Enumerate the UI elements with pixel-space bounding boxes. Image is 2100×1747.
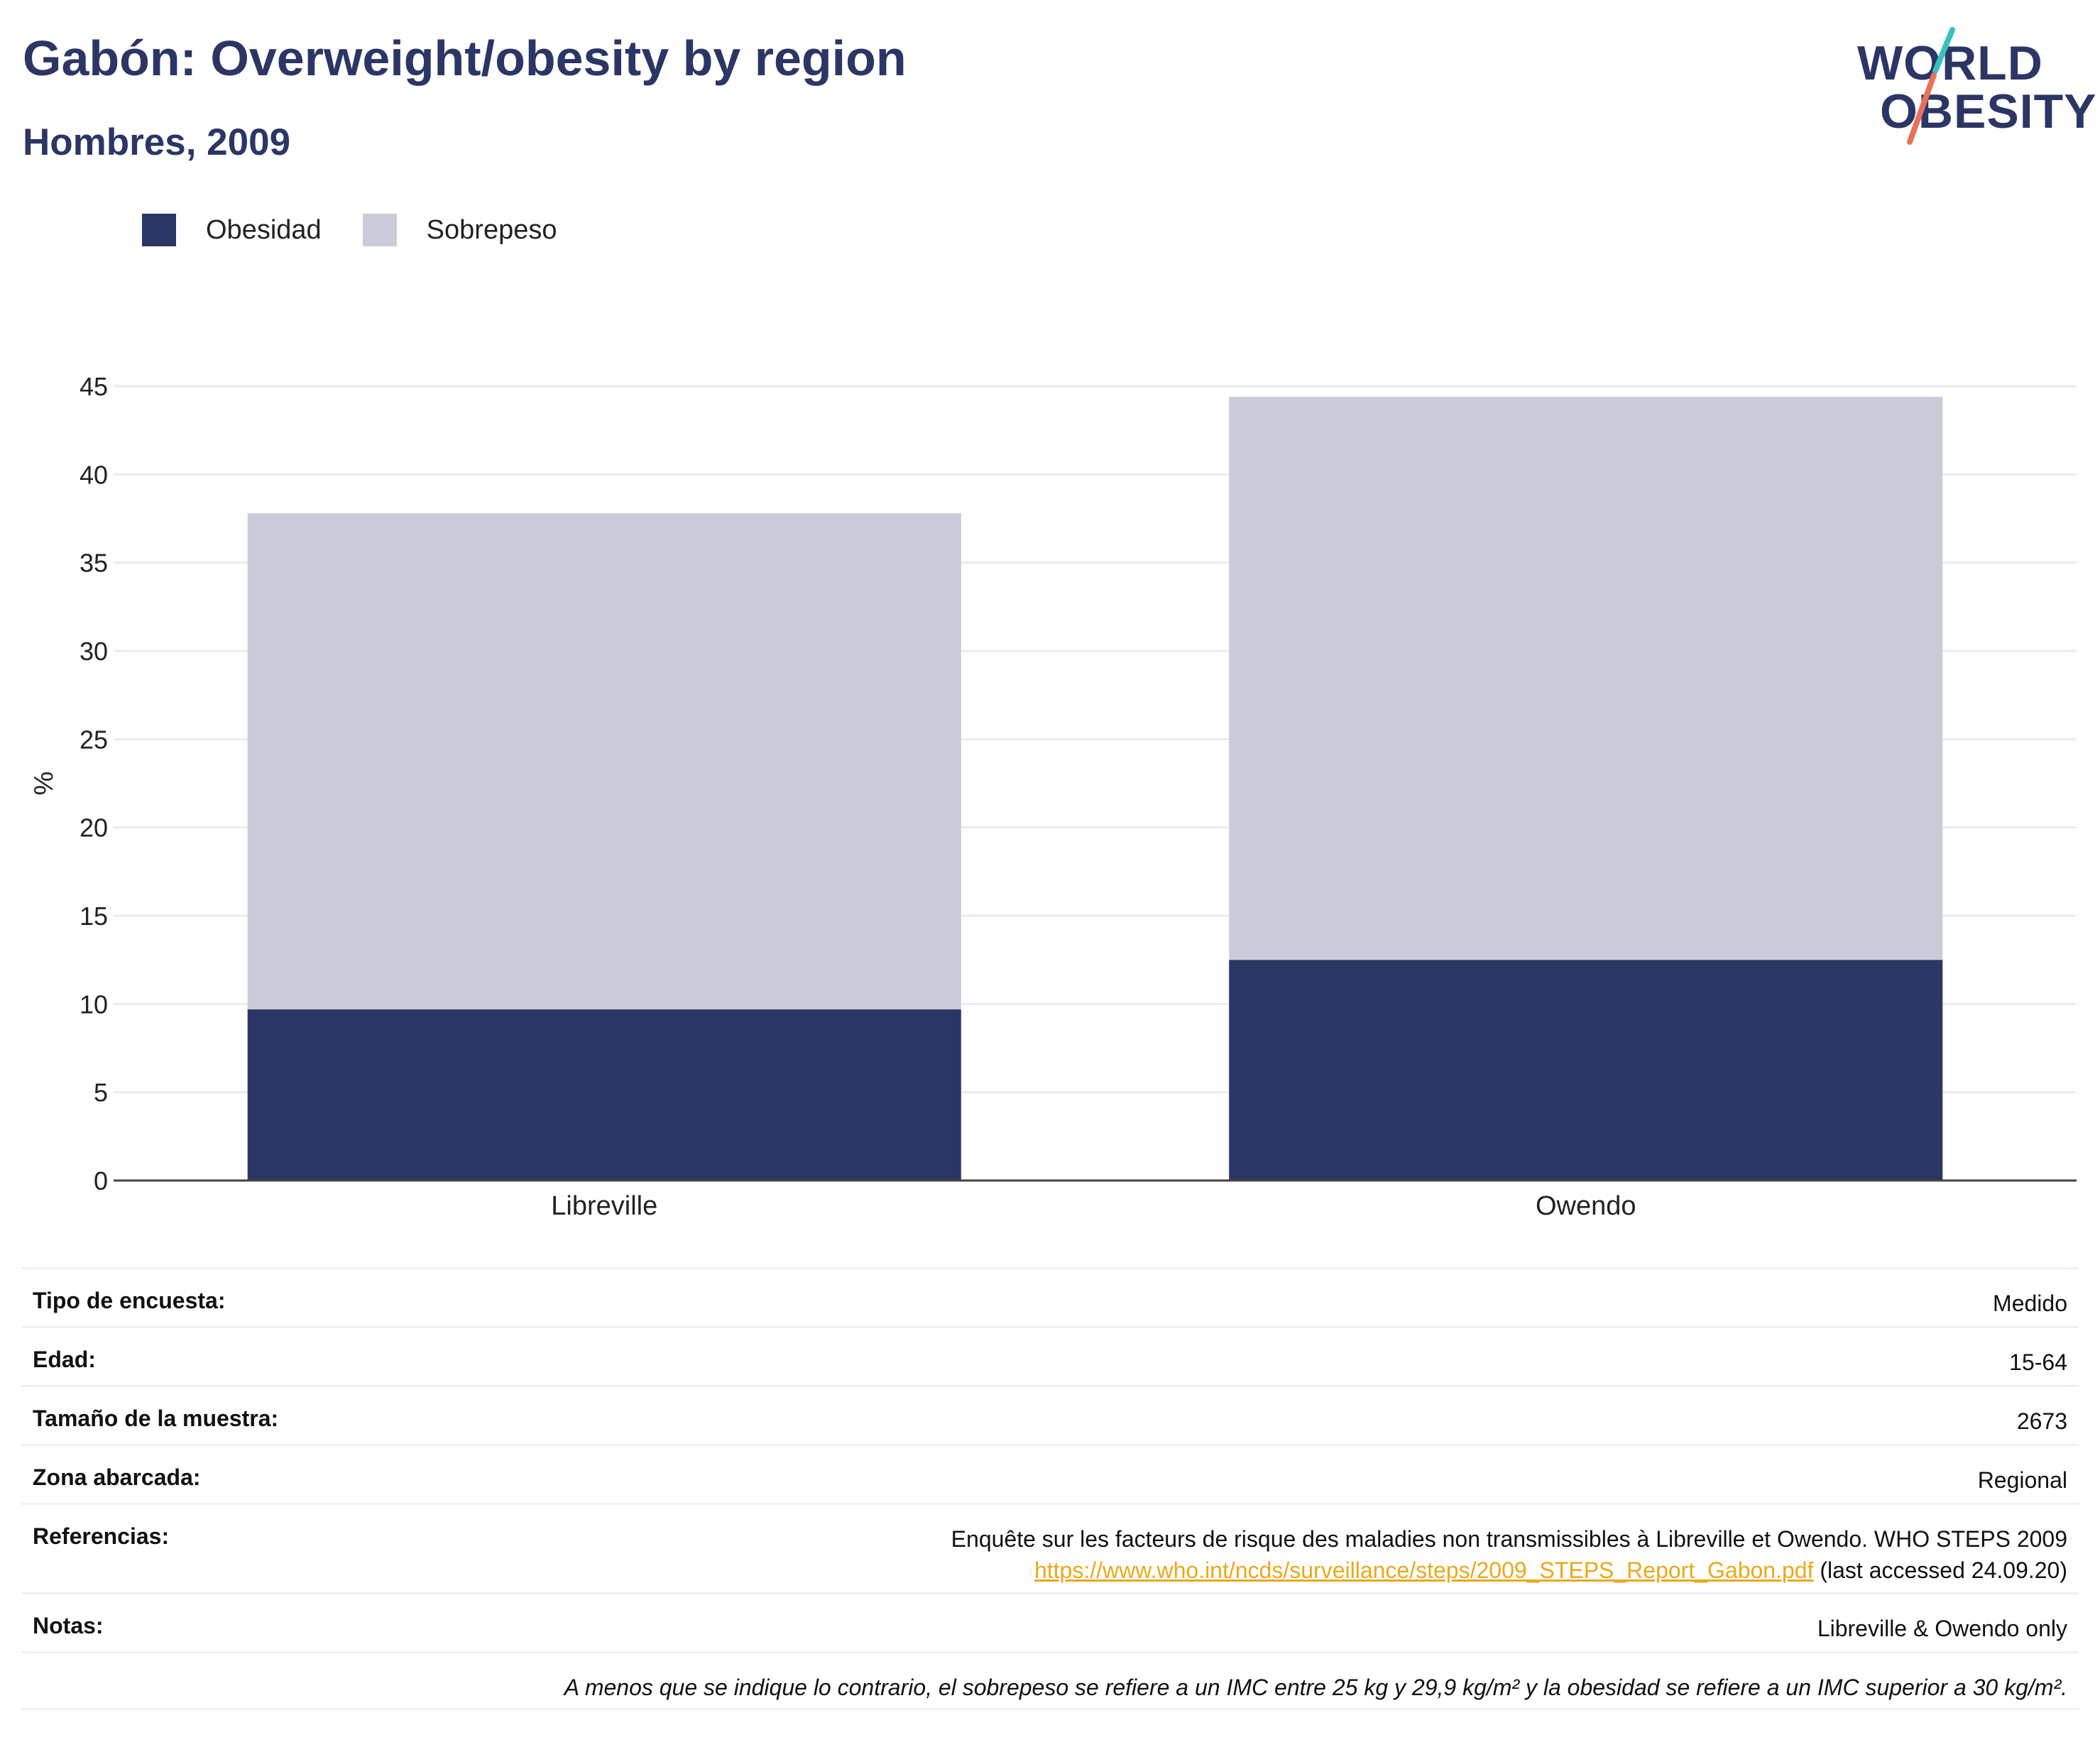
info-row-survey-type: Tipo de encuesta: Medido	[21, 1267, 2079, 1326]
legend: Obesidad Sobrepeso	[142, 213, 598, 247]
info-row-sample-size: Tamaño de la muestra: 2673	[21, 1385, 2079, 1444]
references-value: Enquête sur les facteurs de risque des m…	[951, 1505, 2067, 1586]
legend-label-sobrepeso: Sobrepeso	[426, 214, 557, 245]
info-row-area: Zona abarcada: Regional	[21, 1444, 2079, 1503]
x-tick-label: Libreville	[551, 1191, 657, 1221]
info-row-age: Edad: 15-64	[21, 1326, 2079, 1385]
age-value: 15-64	[2009, 1349, 2067, 1375]
y-tick-label: 25	[80, 725, 108, 754]
references-link[interactable]: https://www.who.int/ncds/surveillance/st…	[1034, 1557, 1814, 1583]
chart-subtitle: Hombres, 2009	[23, 121, 291, 163]
footnote-text: A menos que se indique lo contrario, el …	[564, 1675, 2067, 1700]
notes-label: Notas:	[33, 1613, 104, 1638]
info-row-notes: Notas: Libreville & Owendo only	[21, 1592, 2079, 1651]
logo-line-1: WORLD	[1857, 36, 2043, 90]
area-value: Regional	[1977, 1467, 2067, 1493]
legend-item-sobrepeso[interactable]: Sobrepeso	[362, 214, 557, 246]
info-row-references: Referencias: Enquête sur les facteurs de…	[21, 1503, 2079, 1592]
x-tick-label: Owendo	[1536, 1191, 1636, 1221]
references-text: Enquête sur les facteurs de risque des m…	[951, 1526, 2067, 1552]
legend-swatch-obesidad	[142, 214, 176, 246]
logo-slash-icon	[1907, 27, 1955, 145]
y-tick-label: 5	[94, 1078, 108, 1107]
legend-item-obesidad[interactable]: Obesidad	[142, 214, 322, 246]
chart-title: Gabón: Overweight/obesity by region	[23, 31, 907, 86]
sample-size-label: Tamaño de la muestra:	[33, 1406, 279, 1431]
legend-swatch-sobrepeso	[362, 214, 397, 246]
sample-size-value: 2673	[2016, 1408, 2067, 1434]
notes-value: Libreville & Owendo only	[1817, 1616, 2067, 1641]
references-label: Referencias:	[33, 1523, 170, 1549]
survey-info-table: Tipo de encuesta: Medido Edad: 15-64 Tam…	[21, 1267, 2079, 1710]
area-label: Zona abarcada:	[33, 1464, 201, 1490]
stacked-bar-chart: 0 5 10 15 20 25 30 35 40 45 Libreville Owendo%	[29, 372, 2077, 1221]
legend-label-obesidad: Obesidad	[206, 214, 322, 245]
survey-type-label: Tipo de encuesta:	[33, 1288, 226, 1313]
survey-type-value: Medido	[1993, 1291, 2067, 1316]
references-accessed: (last accessed 24.09.20)	[1813, 1557, 2067, 1583]
y-tick-label: 10	[80, 990, 108, 1019]
age-label: Edad:	[33, 1347, 96, 1372]
y-tick-label: 20	[80, 814, 108, 843]
y-tick-label: 15	[80, 902, 108, 931]
world-obesity-logo: WORLD OBESITY	[1846, 21, 2096, 149]
y-tick-label: 35	[80, 549, 108, 578]
y-axis-label: %	[29, 772, 59, 796]
bar-obesidad-owendo	[1229, 960, 1943, 1181]
info-row-footnote: A menos que se indique lo contrario, el …	[21, 1651, 2079, 1710]
bar-obesidad-libreville	[247, 1009, 961, 1181]
y-tick-label: 30	[80, 637, 108, 666]
y-tick-label: 45	[80, 372, 108, 401]
y-tick-label: 40	[80, 460, 108, 489]
bar-sobrepeso-libreville	[247, 513, 961, 1009]
y-tick-label: 0	[94, 1166, 108, 1195]
bar-sobrepeso-owendo	[1229, 396, 1943, 960]
